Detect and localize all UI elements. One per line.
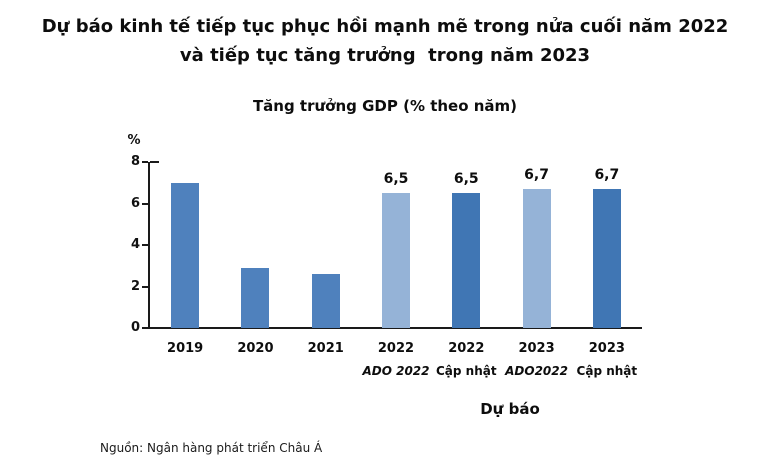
slide-title-line2: và tiếp tục tăng trưởng trong năm 2023	[179, 45, 591, 66]
bar-2022-cập-nhật	[452, 193, 481, 328]
bar-2021	[311, 274, 340, 328]
x-tick-label-6: 2023	[588, 341, 625, 356]
y-tick-mark-8	[142, 161, 148, 163]
bar-value-label: 6,5	[383, 171, 409, 188]
bar-value-label: 6,5	[453, 171, 479, 188]
bar-value-label: 6,7	[594, 166, 620, 183]
x-tick-label-1: 2020	[237, 341, 274, 356]
x-axis-line	[148, 327, 642, 329]
x-tick-label-3: 2022	[377, 341, 415, 356]
x-tick-label-4: 2022	[448, 341, 485, 356]
bar-2022-ado-2022	[382, 193, 410, 328]
x-sub-label-5: ADO2022	[505, 364, 568, 378]
y-tick-mark-6	[142, 202, 148, 205]
bar-2023-cập-nhật	[592, 188, 621, 328]
y-tick-label-4: 4	[130, 237, 140, 252]
bar-2020	[241, 267, 270, 328]
y-axis-top-tick	[150, 161, 159, 163]
x-tick-label-2: 2021	[307, 341, 344, 356]
x-tick-label-0: 2019	[167, 341, 204, 356]
y-tick-mark-2	[142, 285, 148, 288]
chart-title: Tăng trưởng GDP (% theo năm)	[252, 97, 518, 115]
y-tick-label-6: 6	[130, 195, 140, 211]
bar-2023-ado2022	[522, 188, 551, 328]
bar-2019	[171, 182, 200, 328]
y-tick-label-8: 8	[130, 154, 140, 169]
x-sub-label-6: Cập nhật	[576, 364, 638, 378]
x-tick-label-5: 2023	[518, 341, 555, 356]
slide-title: Dự báo kinh tế tiếp tục phục hồi mạnh mẽ…	[30, 12, 740, 70]
y-tick-mark-4	[142, 244, 148, 246]
y-axis-line	[148, 162, 150, 328]
source-caption: Nguồn: Ngân hàng phát triển Châu Á	[100, 441, 323, 455]
x-sub-label-3: ADO 2022	[362, 364, 430, 378]
forecast-group-label: Dự báo	[480, 400, 540, 418]
x-sub-label-4: Cập nhật	[435, 364, 497, 378]
y-tick-mark-0	[142, 327, 148, 329]
y-tick-label-0: 0	[130, 320, 140, 335]
bar-value-label: 6,7	[524, 166, 549, 183]
y-axis-unit-label: %	[127, 133, 141, 148]
y-tick-label-2: 2	[130, 278, 140, 294]
slide-title-line1: Dự báo kinh tế tiếp tục phục hồi mạnh mẽ…	[41, 16, 729, 37]
